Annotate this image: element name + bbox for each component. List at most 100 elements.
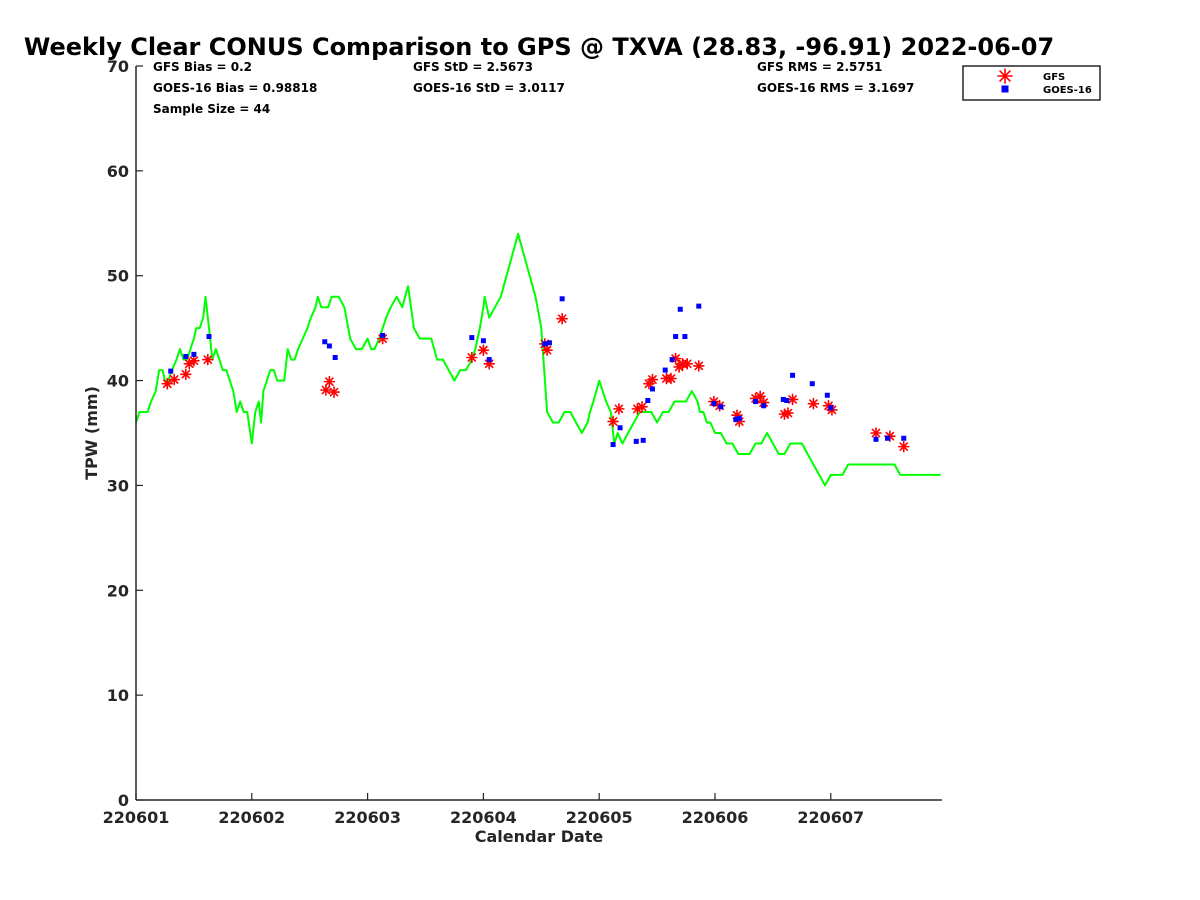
gfs-point	[168, 373, 181, 386]
goes-point	[669, 357, 675, 363]
y-tick-label: 0	[118, 791, 129, 810]
goes-point	[542, 341, 548, 347]
goes-point	[809, 381, 815, 387]
goes-point	[559, 296, 565, 302]
x-tick-label: 220603	[334, 808, 401, 827]
goes-point	[885, 435, 891, 441]
gfs-point	[323, 375, 336, 388]
stat-gfs-bias: GFS Bias = 0.2	[153, 60, 252, 74]
y-tick-label: 40	[107, 372, 129, 391]
gfs-point	[183, 357, 196, 370]
gfs-point	[556, 312, 568, 325]
plot-area	[135, 232, 941, 487]
gfs-point	[607, 415, 619, 428]
legend-gfs-asterisk	[997, 68, 1013, 84]
x-tick-label: 220602	[218, 808, 285, 827]
goes-point	[380, 332, 386, 338]
goes-point	[828, 405, 834, 411]
gps-series	[135, 232, 941, 487]
goes-point	[696, 303, 702, 309]
goes-point	[824, 392, 830, 398]
legend-goes-marker	[1001, 85, 1009, 93]
stat-goes-rms: GOES-16 RMS = 3.1697	[757, 81, 914, 95]
goes-point	[633, 438, 639, 444]
goes-point	[469, 335, 475, 341]
legend: GFS GOES-16	[962, 65, 1101, 101]
goes-point	[790, 372, 796, 378]
x-axis-label: Calendar Date	[475, 827, 604, 846]
gfs-point	[179, 368, 192, 381]
goes-point	[901, 435, 907, 441]
gfs-point	[807, 397, 820, 410]
goes-point	[168, 368, 174, 374]
goes-point	[682, 334, 688, 340]
chart-title: Weekly Clear CONUS Comparison to GPS @ T…	[24, 33, 1054, 61]
goes-point	[486, 357, 492, 363]
gfs-point	[782, 407, 794, 419]
gfs-point	[466, 351, 478, 364]
goes-point	[673, 334, 679, 340]
legend-gfs-marker	[997, 68, 1013, 84]
goes-point	[640, 437, 646, 443]
gps-line	[135, 232, 941, 487]
gfs-point	[477, 344, 490, 356]
gfs-point	[541, 344, 553, 356]
legend-gfs-label: GFS	[1043, 72, 1065, 83]
x-tick-label: 220606	[682, 808, 749, 827]
y-tick-label: 10	[107, 686, 129, 705]
x-tick-label: 220607	[797, 808, 864, 827]
goes-point	[780, 396, 786, 402]
gfs-point	[692, 360, 705, 372]
y-tick-label: 20	[107, 581, 129, 600]
gfs-point	[636, 400, 648, 413]
goes-point	[753, 399, 759, 405]
goes-point	[645, 397, 651, 403]
y-tick-label: 60	[107, 162, 129, 181]
y-tick-label: 30	[107, 476, 129, 495]
stat-goes-bias: GOES-16 Bias = 0.98818	[153, 81, 317, 95]
stat-sample-size: Sample Size = 44	[153, 102, 270, 116]
goes-point	[784, 397, 790, 403]
goes-point	[736, 415, 742, 421]
goes-point	[322, 339, 328, 345]
goes-point	[677, 306, 683, 312]
gfs-point	[681, 357, 694, 370]
stat-goes-std: GOES-16 StD = 3.0117	[413, 81, 565, 95]
goes-point	[733, 416, 739, 422]
gfs-point	[665, 372, 677, 385]
y-tick-label: 70	[107, 57, 129, 76]
goes-point	[610, 442, 616, 448]
stat-gfs-std: GFS StD = 2.5673	[413, 60, 533, 74]
gfs-point	[320, 384, 332, 396]
y-ticks: 0 10 20 30 40 50 60 70	[107, 57, 143, 810]
goes-point	[649, 386, 655, 392]
goes-point	[662, 367, 668, 373]
gfs-point	[754, 390, 766, 403]
gfs-point	[188, 354, 200, 367]
goes-point	[480, 338, 486, 344]
goes-point	[191, 351, 197, 357]
gfs-point	[897, 440, 910, 453]
gfs-point	[646, 373, 659, 386]
goes-point	[761, 403, 767, 409]
goes-point	[183, 353, 189, 359]
y-tick-label: 50	[107, 267, 129, 286]
goes-series	[168, 296, 907, 448]
stats-annotations: GFS Bias = 0.2 GOES-16 Bias = 0.98818 Sa…	[153, 60, 914, 116]
goes-point	[718, 404, 724, 410]
goes-point	[326, 343, 332, 349]
legend-goes-label: GOES-16	[1043, 85, 1092, 96]
goes-point	[332, 355, 338, 361]
goes-point	[873, 436, 879, 442]
stat-gfs-rms: GFS RMS = 2.5751	[757, 60, 882, 74]
gfs-point	[328, 386, 340, 398]
gfs-point	[870, 427, 882, 439]
x-tick-label: 220601	[103, 808, 170, 827]
goes-point	[711, 401, 717, 407]
x-tick-label: 220604	[450, 808, 517, 827]
x-ticks: 220601 220602 220603 220604 220605 220606 2206…	[103, 793, 864, 827]
goes-point	[617, 425, 623, 431]
x-tick-label: 220605	[566, 808, 633, 827]
axes: 0 10 20 30 40 50 60 70 220601 220602 220603 220604…	[103, 57, 942, 827]
